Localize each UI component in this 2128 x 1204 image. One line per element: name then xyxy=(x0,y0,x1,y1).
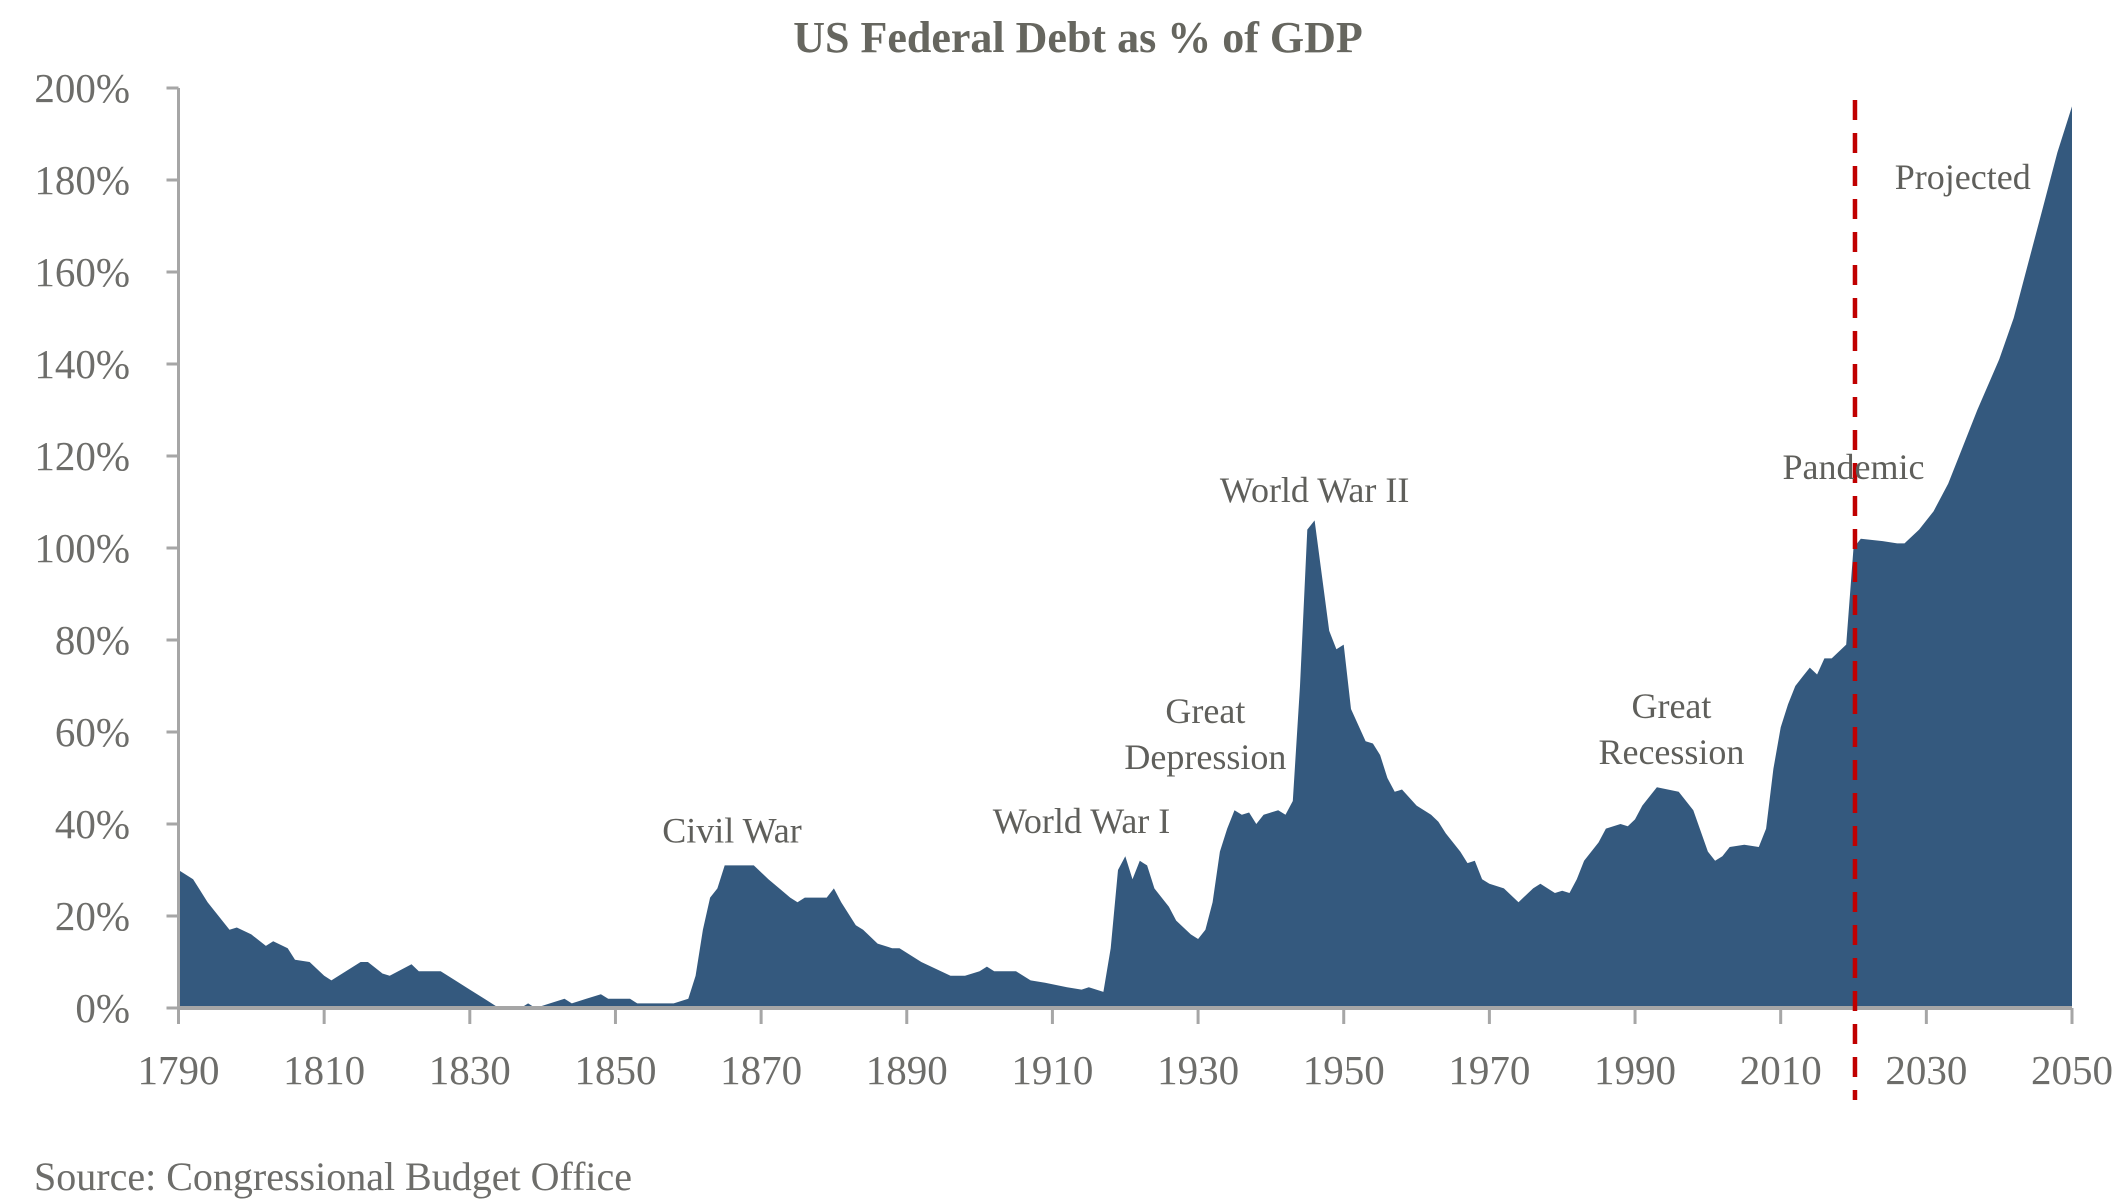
x-tick-label: 1990 xyxy=(1594,1047,1676,1093)
annotation-label: Great xyxy=(1165,691,1245,731)
x-tick-label: 1790 xyxy=(138,1047,220,1093)
chart-title: US Federal Debt as % of GDP xyxy=(793,13,1363,62)
x-tick-label: 1930 xyxy=(1157,1047,1239,1093)
annotation-label: Pandemic xyxy=(1783,447,1925,487)
x-tick-label: 1910 xyxy=(1011,1047,1093,1093)
x-tick-label: 1810 xyxy=(283,1047,365,1093)
y-tick-label: 60% xyxy=(55,709,130,755)
y-tick-label: 120% xyxy=(34,433,130,479)
x-tick-label: 1970 xyxy=(1448,1047,1530,1093)
x-tick-label: 1890 xyxy=(866,1047,948,1093)
annotations: Civil War World War I Great Depression World… xyxy=(662,157,2030,850)
annotation-label: World War I xyxy=(993,801,1171,841)
y-tick-label: 20% xyxy=(55,893,130,939)
y-tick-label: 160% xyxy=(34,249,130,295)
y-tick-label: 140% xyxy=(34,341,130,387)
x-tick-label: 1870 xyxy=(720,1047,802,1093)
y-tick-label: 200% xyxy=(34,65,130,111)
x-axis: 1790 1810 1830 1850 1870 1890 1910 1930 1950 1970… xyxy=(138,1006,2113,1093)
annotation-label: Projected xyxy=(1895,157,2031,197)
y-tick-label: 100% xyxy=(34,525,130,571)
y-tick-label: 0% xyxy=(75,985,130,1031)
y-tick-label: 40% xyxy=(55,801,130,847)
y-axis: 0% 20% 40% 60% 80% 100% 120% 140% 160% 180% 200% xyxy=(34,65,180,1031)
y-tick-label: 180% xyxy=(34,157,130,203)
x-tick-label: 1950 xyxy=(1303,1047,1385,1093)
annotation-label: Great xyxy=(1631,686,1711,726)
x-tick-label: 2050 xyxy=(2031,1047,2113,1093)
source-note: Source: Congressional Budget Office xyxy=(34,1154,632,1199)
x-tick-label: 2030 xyxy=(1885,1047,1967,1093)
x-tick-label: 1830 xyxy=(429,1047,511,1093)
debt-area xyxy=(178,106,2072,1008)
x-tick-label: 2010 xyxy=(1740,1047,1822,1093)
annotation-label: Civil War xyxy=(662,810,801,850)
annotation-label: Recession xyxy=(1598,732,1744,772)
annotation-label: Depression xyxy=(1124,737,1286,777)
annotation-label: World War II xyxy=(1220,470,1409,510)
x-tick-label: 1850 xyxy=(574,1047,656,1093)
y-tick-label: 80% xyxy=(55,617,130,663)
